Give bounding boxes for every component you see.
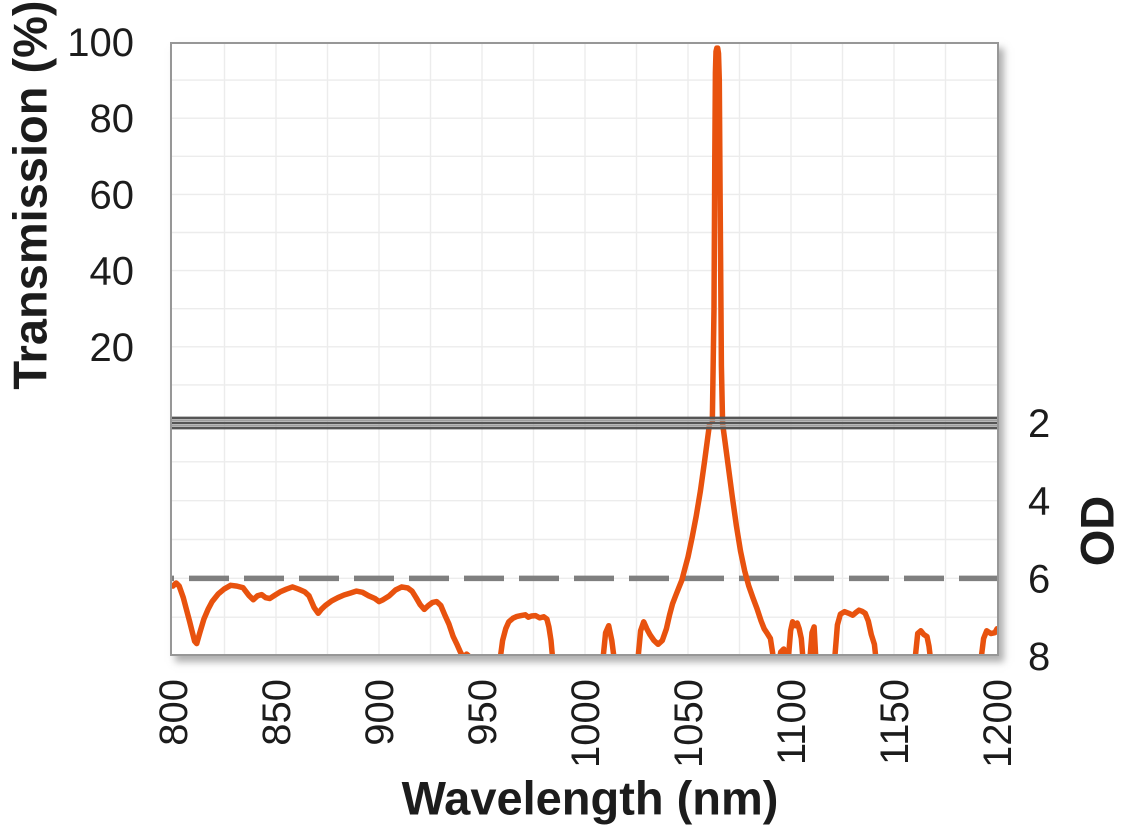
wavelength-tick-label: 1100 [770,679,814,765]
wavelength-tick-label: 1000 [564,679,608,768]
transmission-tick-label: 40 [90,250,135,294]
wavelength-tick-label: 850 [255,679,299,746]
transmission-tick-label: 20 [90,326,135,370]
x-axis-title: Wavelength (nm) [401,771,779,825]
wavelength-tick-label: 1150 [873,679,917,765]
od-tick-label: 4 [1028,480,1050,524]
wavelength-tick-label: 800 [152,679,196,746]
y-axis-title-transmission: Transmission (%) [3,0,57,390]
wavelength-tick-label: 900 [358,679,402,746]
od-tick-label: 6 [1028,557,1050,601]
y-axis-title-od: OD [1070,495,1124,567]
od-tick-label: 8 [1028,635,1050,679]
plot-border [170,42,999,656]
transmission-tick-label: 60 [90,173,135,217]
plot-svg [170,42,999,656]
wavelength-tick-label: 1200 [976,679,1020,768]
axis-break-separator [170,416,999,430]
wavelength-tick-label: 1050 [667,679,711,768]
blocking-curve [170,423,999,656]
transmission-peak-curve [709,45,726,423]
transmission-tick-label: 80 [90,97,135,141]
wavelength-tick-label: 950 [461,679,505,746]
transmission-tick-label: 100 [67,21,134,65]
plot-area [170,42,999,656]
od-tick-label: 2 [1028,402,1050,446]
